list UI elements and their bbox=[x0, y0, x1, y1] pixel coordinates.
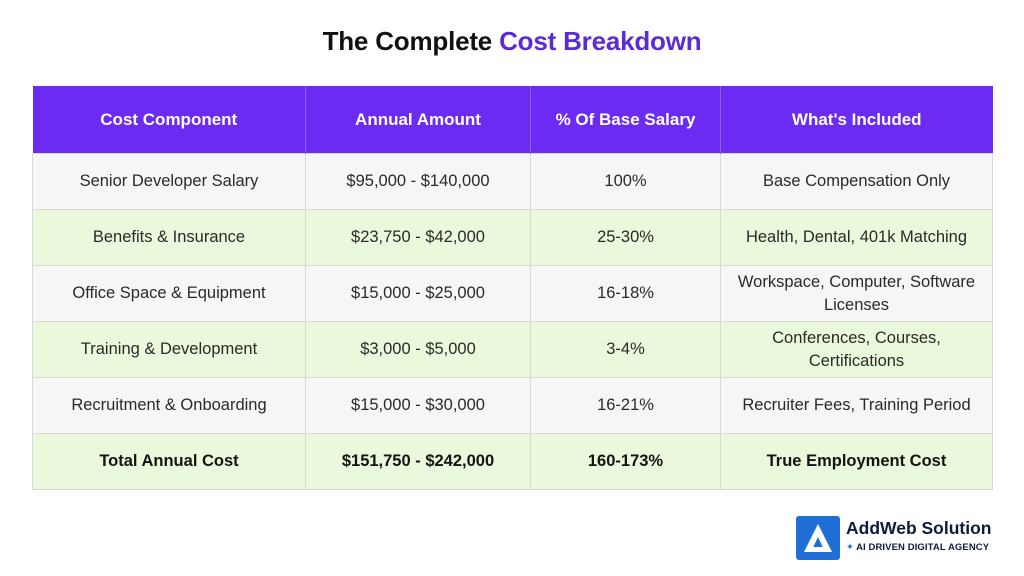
table-header-row: Cost Component Annual Amount % Of Base S… bbox=[32, 86, 993, 154]
table-row: Senior Developer Salary $95,000 - $140,0… bbox=[32, 153, 993, 210]
cell-included: Conferences, Courses, Certifications bbox=[720, 321, 993, 378]
cell-percent: 100% bbox=[530, 153, 721, 210]
cell-amount: $15,000 - $25,000 bbox=[305, 265, 531, 322]
cell-percent: 3-4% bbox=[530, 321, 721, 378]
page-title: The Complete Cost Breakdown bbox=[0, 26, 1024, 57]
cell-component: Training & Development bbox=[32, 321, 306, 378]
table-row: Recruitment & Onboarding $15,000 - $30,0… bbox=[32, 377, 993, 434]
header-percent-base-salary: % Of Base Salary bbox=[530, 86, 721, 154]
title-part-1: The Complete bbox=[322, 26, 500, 56]
header-annual-amount: Annual Amount bbox=[305, 86, 531, 154]
sparkle-icon: ✦ bbox=[846, 542, 855, 553]
table-row: Benefits & Insurance $23,750 - $42,000 2… bbox=[32, 209, 993, 266]
cell-amount: $23,750 - $42,000 bbox=[305, 209, 531, 266]
total-included: True Employment Cost bbox=[720, 433, 993, 490]
total-amount: $151,750 - $242,000 bbox=[305, 433, 531, 490]
cell-included: Workspace, Computer, Software Licenses bbox=[720, 265, 993, 322]
cell-included: Recruiter Fees, Training Period bbox=[720, 377, 993, 434]
brand-name: AddWeb Solution bbox=[846, 518, 992, 538]
cell-component: Recruitment & Onboarding bbox=[32, 377, 306, 434]
brand-logo: AddWeb Solution ✦ AI DRIVEN DIGITAL AGENC… bbox=[796, 516, 1008, 562]
cell-component: Office Space & Equipment bbox=[32, 265, 306, 322]
table-row: Office Space & Equipment $15,000 - $25,0… bbox=[32, 265, 993, 322]
brand-tagline: ✦ AI DRIVEN DIGITAL AGENCY bbox=[846, 542, 989, 553]
title-part-2: Cost Breakdown bbox=[499, 26, 702, 56]
cell-percent: 25-30% bbox=[530, 209, 721, 266]
table-row: Training & Development $3,000 - $5,000 3… bbox=[32, 321, 993, 378]
cell-component: Benefits & Insurance bbox=[32, 209, 306, 266]
cost-breakdown-table: Cost Component Annual Amount % Of Base S… bbox=[32, 86, 993, 490]
cell-amount: $15,000 - $30,000 bbox=[305, 377, 531, 434]
header-cost-component: Cost Component bbox=[32, 86, 306, 154]
total-label: Total Annual Cost bbox=[32, 433, 306, 490]
header-whats-included: What's Included bbox=[720, 86, 993, 154]
cell-percent: 16-18% bbox=[530, 265, 721, 322]
brand-tagline-text: AI DRIVEN DIGITAL AGENCY bbox=[856, 542, 990, 553]
total-percent: 160-173% bbox=[530, 433, 721, 490]
table-total-row: Total Annual Cost $151,750 - $242,000 16… bbox=[32, 433, 993, 490]
cell-component: Senior Developer Salary bbox=[32, 153, 306, 210]
cell-amount: $95,000 - $140,000 bbox=[305, 153, 531, 210]
cell-percent: 16-21% bbox=[530, 377, 721, 434]
cell-included: Base Compensation Only bbox=[720, 153, 993, 210]
cell-included: Health, Dental, 401k Matching bbox=[720, 209, 993, 266]
addweb-logo-icon bbox=[796, 516, 840, 560]
cell-amount: $3,000 - $5,000 bbox=[305, 321, 531, 378]
